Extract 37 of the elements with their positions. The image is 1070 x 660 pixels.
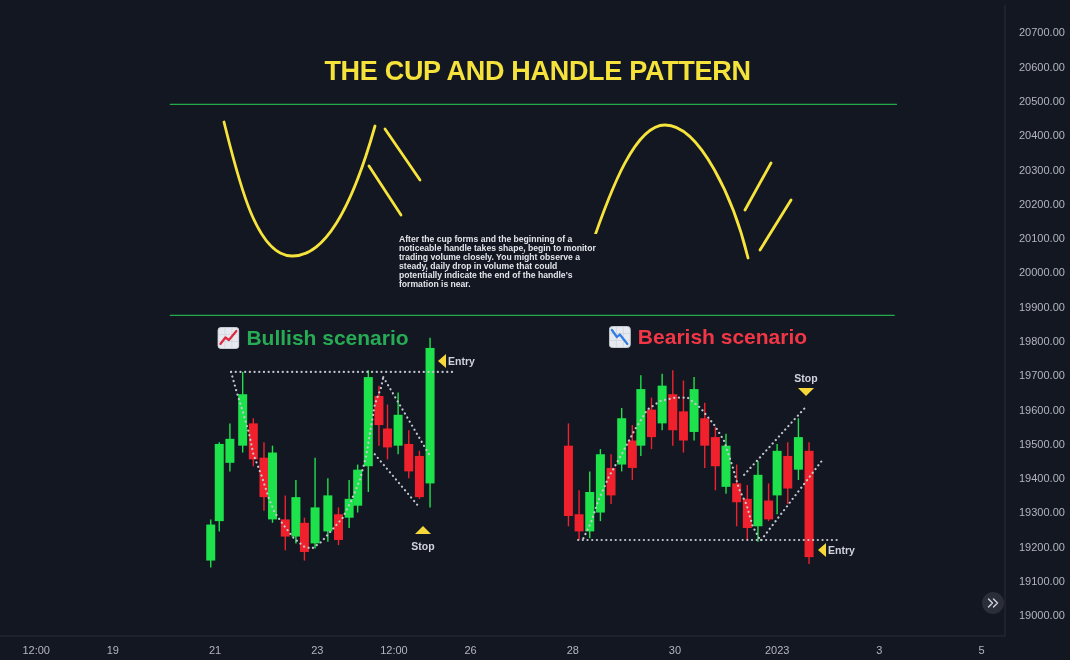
x-tick-label: 19 [106, 643, 119, 656]
y-tick-label: 20300.00 [1019, 163, 1065, 176]
y-tick-label: 20600.00 [1019, 60, 1065, 73]
y-tick-label: 19500.00 [1019, 437, 1065, 450]
x-tick-label: 21 [208, 643, 222, 656]
y-tick-label: 19800.00 [1019, 334, 1065, 347]
y-tick-label: 20000.00 [1019, 266, 1065, 279]
annotation: Bullish scenario [246, 326, 409, 349]
annotation: Stop [411, 540, 435, 552]
y-tick-label: 19600.00 [1019, 403, 1065, 416]
x-tick-label: 23 [311, 643, 324, 656]
x-tick-label: 3 [876, 643, 883, 656]
y-tick-label: 19300.00 [1019, 506, 1065, 519]
y-tick-label: 20700.00 [1019, 26, 1065, 39]
y-tick-label: 20200.00 [1019, 197, 1065, 210]
y-tick-label: 19200.00 [1019, 540, 1065, 553]
y-tick-label: 20500.00 [1019, 94, 1065, 107]
x-tick-label: 5 [978, 643, 985, 656]
y-tick-label: 19100.00 [1019, 575, 1065, 588]
text: THE CUP AND HANDLE PATTERN [324, 56, 751, 86]
x-tick-label: 26 [464, 643, 477, 656]
y-tick-label: 19400.00 [1019, 472, 1065, 485]
x-tick-label: 2023 [764, 643, 790, 656]
y-tick-label: 19700.00 [1019, 369, 1065, 382]
annotation: Entry [828, 544, 855, 556]
annotation: Bearish scenario [637, 325, 808, 348]
annotation: Entry [448, 355, 475, 367]
x-tick-label: 30 [668, 643, 682, 656]
y-tick-label: 20400.00 [1019, 129, 1065, 142]
y-tick-label: 19900.00 [1019, 300, 1065, 313]
annotation: Stop [794, 372, 818, 384]
x-tick-label: 12:00 [22, 643, 50, 656]
y-tick-label: 19000.00 [1019, 609, 1065, 622]
annotation: After the cup forms and the beginning of a noticeable handle takes shape, begin to monitor trading volume closely. You might observe a steady, daily drop in volume that could potentially indicate the end of the handle's formation is near. [399, 234, 596, 290]
x-tick-label: 28 [566, 643, 579, 656]
y-tick-label: 20100.00 [1019, 232, 1065, 245]
x-tick-label: 12:00 [380, 643, 408, 656]
